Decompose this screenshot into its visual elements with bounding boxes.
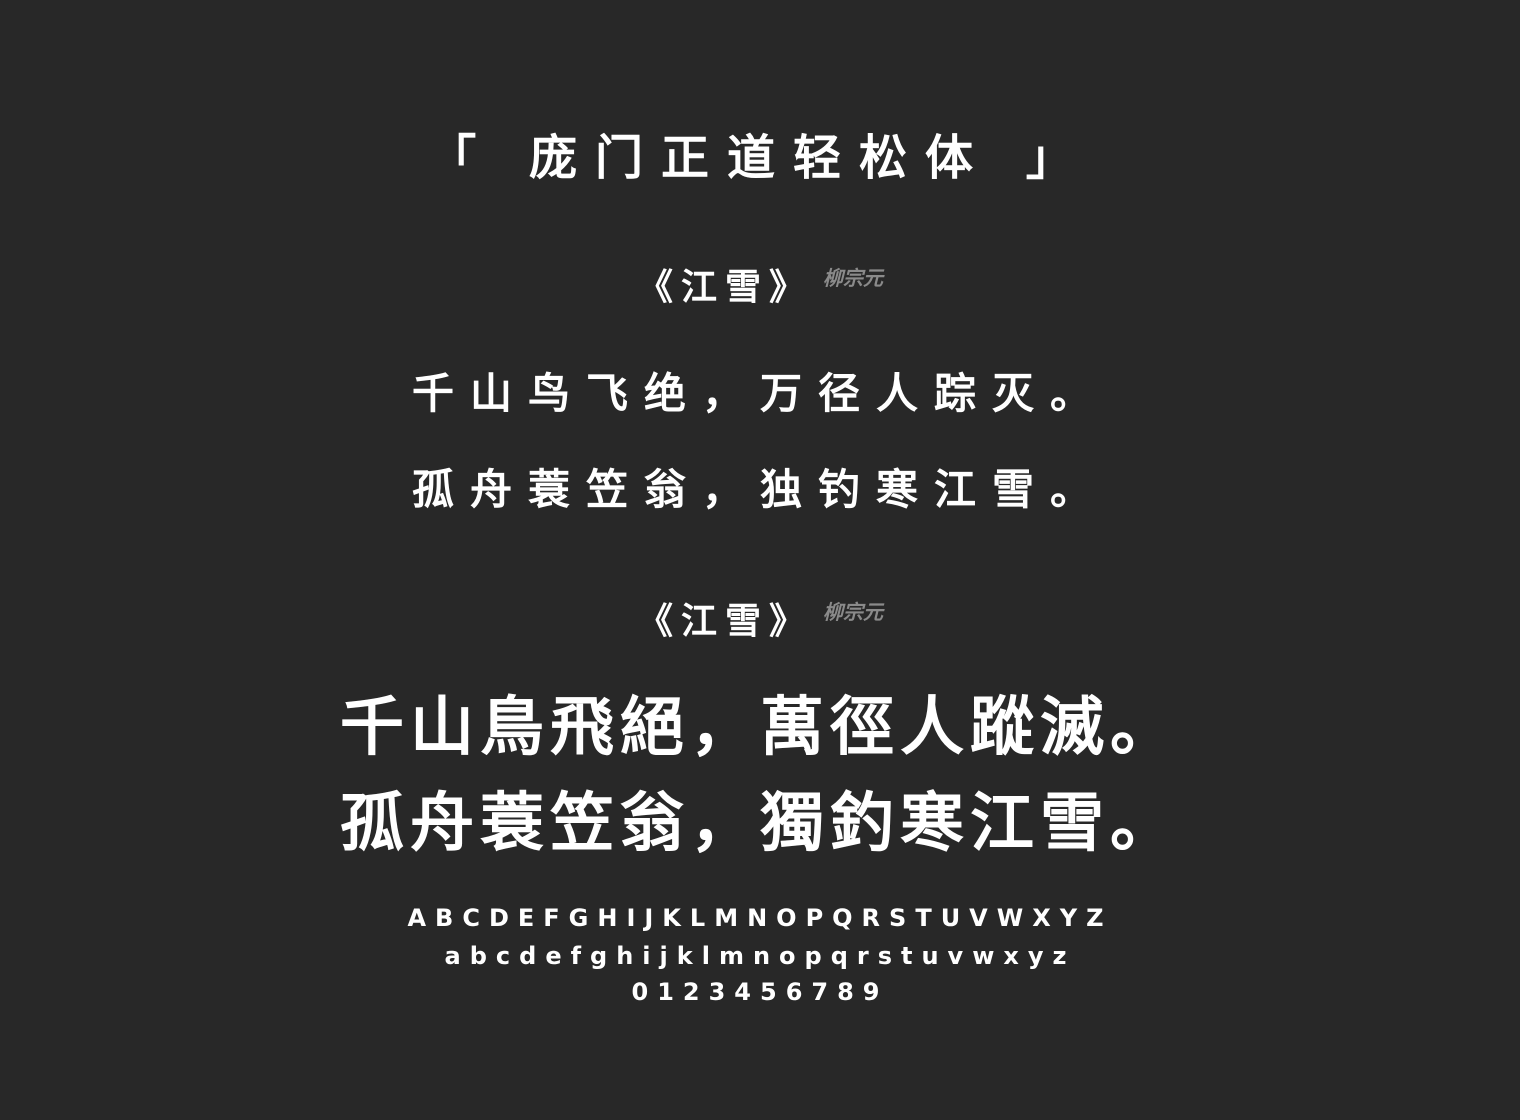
poem-line-1-traditional: 千山鳥飛絕，萬徑人蹤滅。 [340,691,1180,765]
poem-name: 《江雪》 [636,601,813,642]
poem-author: 柳宗元 [823,266,883,290]
poem-line-1-simplified: 千山鸟飞绝，万径人踪灭。 [411,369,1108,418]
poem-name: 《江雪》 [636,267,813,308]
poem-line-2-traditional: 孤舟蓑笠翁，獨釣寒江雪。 [340,787,1180,861]
poem-heading-traditional: 《江雪》 柳宗元 [0,592,1520,644]
alphabet-lowercase: abcdefghijklmnopqrstuvwxyz [444,942,1076,970]
poem-heading-simplified: 《江雪》 柳宗元 [0,258,1520,310]
poem-line-2-simplified: 孤舟蓑笠翁，独钓寒江雪。 [411,465,1108,514]
font-title: 「 庞门正道轻松体 」 [428,130,1092,186]
digits: 0123456789 [631,978,889,1006]
poem-author: 柳宗元 [823,600,883,624]
alphabet-uppercase: ABCDEFGHIJKLMNOPQRSTUVWXYZ [407,904,1113,932]
